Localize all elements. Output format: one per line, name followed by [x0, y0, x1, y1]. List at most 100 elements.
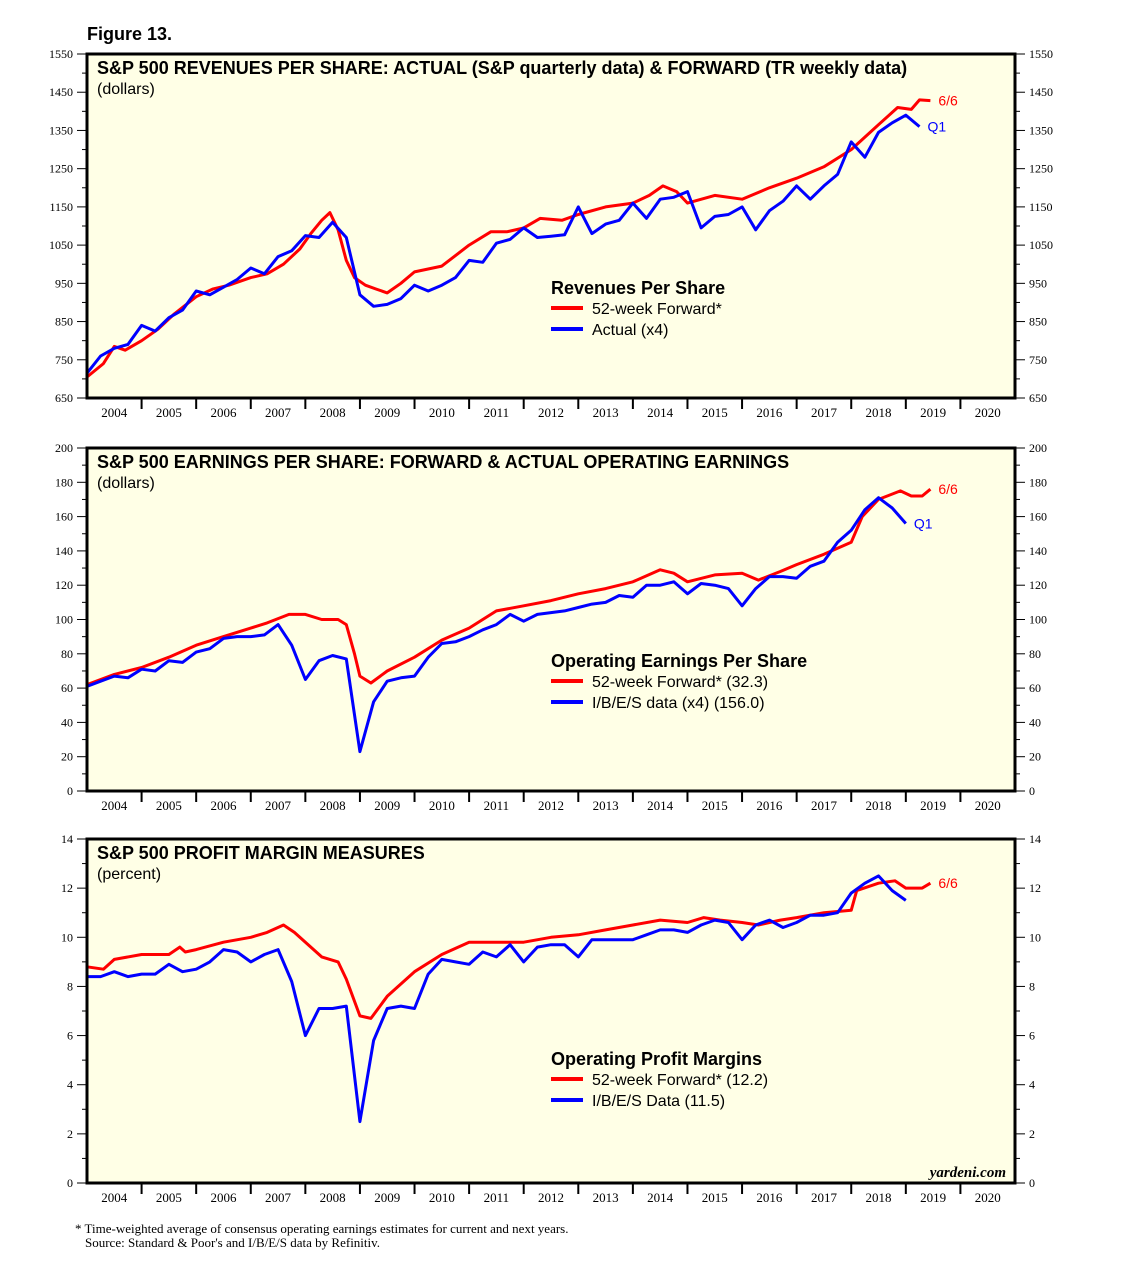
- x-tick-label: 2018: [866, 798, 892, 813]
- legend-entry: Actual (x4): [592, 322, 668, 339]
- y-tick-label-left: 120: [55, 578, 73, 592]
- x-tick-label: 2012: [538, 405, 564, 420]
- y-tick-label-left: 14: [61, 832, 73, 846]
- x-tick-label: 2015: [702, 405, 728, 420]
- x-tick-label: 2020: [975, 1190, 1001, 1205]
- y-tick-label-left: 1050: [49, 238, 73, 252]
- y-tick-label-right: 160: [1029, 510, 1047, 524]
- y-tick-label-left: 12: [61, 881, 73, 895]
- x-tick-label: 2019: [920, 798, 946, 813]
- chart-subtitle: (dollars): [97, 81, 155, 98]
- x-tick-label: 2007: [265, 405, 292, 420]
- x-tick-label: 2018: [866, 1190, 892, 1205]
- chart-title: S&P 500 EARNINGS PER SHARE: FORWARD & AC…: [97, 452, 789, 472]
- y-tick-label-left: 750: [55, 353, 73, 367]
- chart-subtitle: (dollars): [97, 475, 155, 492]
- y-tick-label-left: 140: [55, 544, 73, 558]
- y-tick-label-left: 160: [55, 510, 73, 524]
- x-tick-label: 2017: [811, 405, 838, 420]
- x-tick-label: 2008: [320, 405, 346, 420]
- legend-title: Operating Earnings Per Share: [551, 651, 807, 671]
- y-tick-label-left: 950: [55, 276, 73, 290]
- y-tick-label-left: 0: [67, 784, 73, 798]
- y-tick-label-right: 180: [1029, 475, 1047, 489]
- chart-title: S&P 500 PROFIT MARGIN MEASURES: [97, 843, 425, 863]
- watermark-yardeni: yardeni.com: [928, 1165, 1006, 1181]
- y-tick-label-left: 1450: [49, 85, 73, 99]
- y-tick-label-right: 1450: [1029, 85, 1053, 99]
- y-tick-label-right: 1050: [1029, 238, 1053, 252]
- x-tick-label: 2009: [374, 405, 400, 420]
- series-end-label: Q1: [927, 119, 946, 135]
- y-tick-label-right: 950: [1029, 276, 1047, 290]
- x-tick-label: 2007: [265, 1190, 292, 1205]
- y-tick-label-right: 4: [1029, 1078, 1035, 1092]
- y-tick-label-right: 850: [1029, 315, 1047, 329]
- series-line-forward: [86, 98, 931, 379]
- y-tick-label-left: 1150: [49, 200, 73, 214]
- y-tick-label-right: 1150: [1029, 200, 1053, 214]
- y-tick-label-right: 60: [1029, 681, 1041, 695]
- legend-entry: 52-week Forward* (32.3): [592, 674, 768, 691]
- legend-entry: 52-week Forward* (12.2): [592, 1072, 768, 1089]
- y-tick-label-right: 0: [1029, 1176, 1035, 1190]
- x-tick-label: 2013: [593, 798, 619, 813]
- x-tick-label: 2008: [320, 798, 346, 813]
- y-tick-label-right: 40: [1029, 715, 1041, 729]
- y-tick-label-right: 100: [1029, 613, 1047, 627]
- y-tick-label-right: 20: [1029, 750, 1041, 764]
- legend-title: Operating Profit Margins: [551, 1049, 762, 1069]
- x-tick-label: 2011: [484, 1190, 510, 1205]
- x-tick-label: 2016: [756, 798, 783, 813]
- y-tick-label-left: 200: [55, 441, 73, 455]
- x-tick-label: 2011: [484, 405, 510, 420]
- y-tick-label-right: 12: [1029, 881, 1041, 895]
- y-tick-label-right: 200: [1029, 441, 1047, 455]
- y-tick-label-right: 1250: [1029, 162, 1053, 176]
- y-tick-label-right: 140: [1029, 544, 1047, 558]
- y-tick-label-right: 1550: [1029, 47, 1053, 61]
- series-line-forward: [86, 488, 932, 687]
- series-end-label: 6/6: [938, 93, 958, 109]
- footnote-block: * Time-weighted average of consensus ope…: [75, 1222, 569, 1250]
- x-tick-label: 2004: [101, 1190, 128, 1205]
- y-tick-label-left: 4: [67, 1078, 73, 1092]
- y-tick-label-left: 60: [61, 681, 73, 695]
- y-tick-label-left: 80: [61, 647, 73, 661]
- x-tick-label: 2005: [156, 405, 182, 420]
- y-tick-label-right: 120: [1029, 578, 1047, 592]
- y-tick-label-left: 20: [61, 750, 73, 764]
- x-tick-label: 2005: [156, 1190, 182, 1205]
- y-tick-label-left: 1250: [49, 162, 73, 176]
- y-tick-label-right: 0: [1029, 784, 1035, 798]
- y-tick-label-left: 10: [61, 930, 73, 944]
- x-tick-label: 2010: [429, 405, 455, 420]
- y-tick-label-right: 650: [1029, 391, 1047, 405]
- footnote: * Time-weighted average of consensus ope…: [75, 1221, 569, 1236]
- chart-title: S&P 500 REVENUES PER SHARE: ACTUAL (S&P …: [97, 58, 907, 78]
- plot-frame: [85, 446, 1017, 793]
- x-tick-label: 2016: [756, 1190, 783, 1205]
- x-tick-label: 2018: [866, 405, 892, 420]
- x-tick-label: 2009: [374, 1190, 400, 1205]
- y-tick-label-right: 750: [1029, 353, 1047, 367]
- series-line-actual: [87, 874, 907, 1124]
- x-tick-label: 2009: [374, 798, 400, 813]
- series-end-label: 6/6: [938, 481, 958, 497]
- y-tick-label-right: 8: [1029, 979, 1035, 993]
- legend-entry: I/B/E/S Data (11.5): [592, 1093, 725, 1110]
- y-tick-label-left: 2: [67, 1127, 73, 1141]
- x-tick-label: 2016: [756, 405, 783, 420]
- y-tick-label-right: 6: [1029, 1029, 1035, 1043]
- x-tick-label: 2020: [975, 798, 1001, 813]
- x-tick-label: 2005: [156, 798, 182, 813]
- x-tick-label: 2012: [538, 798, 564, 813]
- y-tick-label-left: 1550: [49, 47, 73, 61]
- x-tick-label: 2010: [429, 798, 455, 813]
- x-tick-label: 2017: [811, 798, 838, 813]
- x-tick-label: 2015: [702, 1190, 728, 1205]
- series-line-actual: [86, 496, 907, 754]
- y-tick-label-right: 2: [1029, 1127, 1035, 1141]
- x-tick-label: 2019: [920, 405, 946, 420]
